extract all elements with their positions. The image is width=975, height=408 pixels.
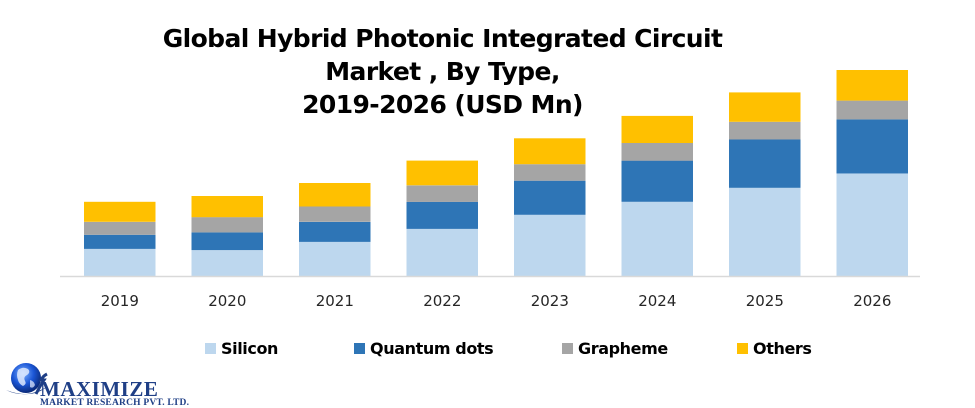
bar-segment-silicon-2022 <box>406 228 478 276</box>
bar-segment-grapheme-2026 <box>836 100 908 120</box>
bar-segment-others-2025 <box>729 92 801 122</box>
bar-segment-grapheme-2023 <box>514 164 586 181</box>
bar-segment-silicon-2026 <box>836 173 908 276</box>
bar-segment-grapheme-2025 <box>729 121 801 140</box>
bar-segment-grapheme-2024 <box>621 143 693 161</box>
x-tick-label: 2023 <box>531 292 569 310</box>
bar-segment-quantum-dots-2025 <box>729 139 801 188</box>
legend-swatch <box>205 343 216 354</box>
legend-label: Others <box>753 339 812 358</box>
legend-label: Quantum dots <box>370 339 494 358</box>
legend-swatch <box>737 343 748 354</box>
bar-segment-quantum-dots-2019 <box>84 234 156 249</box>
chart-legend: Silicon Quantum dots Grapheme Others <box>0 339 975 359</box>
bar-segment-others-2024 <box>621 115 693 143</box>
bar-segment-quantum-dots-2020 <box>191 232 263 251</box>
legend-swatch <box>354 343 365 354</box>
logo-subtitle: MARKET RESEARCH PVT. LTD. <box>40 398 190 408</box>
x-tick-label: 2020 <box>208 292 246 310</box>
x-tick-labels: 2019 2020 2021 2022 2023 2024 2025 2026 <box>101 292 892 310</box>
bar-segment-grapheme-2022 <box>406 185 478 202</box>
chart-title: Global Hybrid Photonic Integrated Circui… <box>120 22 765 121</box>
bar-segment-quantum-dots-2024 <box>621 160 693 202</box>
logo-wordmark: MAXIMIZE <box>40 377 159 401</box>
bar-segment-others-2019 <box>84 201 156 222</box>
chart-title-line-1: Global Hybrid Photonic Integrated Circui… <box>162 24 723 86</box>
bar-segment-silicon-2021 <box>299 241 371 276</box>
legend-item-quantum-dots: Quantum dots <box>354 339 494 358</box>
chart-title-line-2: 2019-2026 (USD Mn) <box>302 90 583 119</box>
legend-item-grapheme: Grapheme <box>562 339 668 358</box>
bar-segment-silicon-2023 <box>514 214 586 276</box>
legend-item-others: Others <box>737 339 812 358</box>
bar-segment-others-2021 <box>299 183 371 207</box>
bar-segment-silicon-2025 <box>729 187 801 276</box>
x-tick-label: 2025 <box>746 292 784 310</box>
legend-swatch <box>562 343 573 354</box>
legend-item-silicon: Silicon <box>205 339 278 358</box>
bar-segment-others-2020 <box>191 196 263 218</box>
bar-segment-grapheme-2020 <box>191 217 263 233</box>
x-tick-label: 2024 <box>638 292 676 310</box>
bar-segment-others-2026 <box>836 70 908 101</box>
bar-segment-others-2022 <box>406 160 478 186</box>
bar-segment-silicon-2020 <box>191 250 263 276</box>
x-tick-label: 2026 <box>853 292 891 310</box>
bar-segment-silicon-2024 <box>621 201 693 276</box>
bar-segment-quantum-dots-2026 <box>836 119 908 174</box>
x-tick-label: 2021 <box>316 292 354 310</box>
legend-label: Silicon <box>221 339 279 358</box>
bar-segment-quantum-dots-2022 <box>406 201 478 229</box>
bar-segment-grapheme-2021 <box>299 206 371 222</box>
company-logo: MAXIMIZE MARKET RESEARCH PVT. LTD. <box>4 358 204 408</box>
bar-segment-quantum-dots-2021 <box>299 221 371 242</box>
globe-icon <box>6 363 48 395</box>
bar-segment-quantum-dots-2023 <box>514 180 586 215</box>
legend-label: Grapheme <box>578 339 668 358</box>
bar-segment-grapheme-2019 <box>84 221 156 235</box>
x-tick-label: 2022 <box>423 292 461 310</box>
bar-segment-silicon-2019 <box>84 248 156 276</box>
bar-segment-others-2023 <box>514 138 586 165</box>
bars-group <box>84 70 908 276</box>
x-tick-label: 2019 <box>101 292 139 310</box>
chart-plot-area: 2019 2020 2021 2022 2023 2024 2025 2026 <box>60 70 920 310</box>
